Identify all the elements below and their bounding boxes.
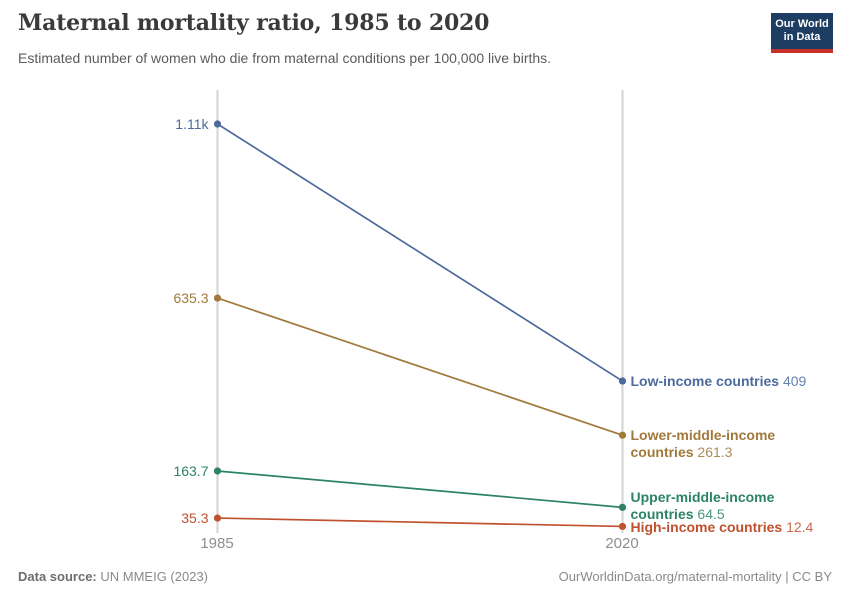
series-dot-end-2 (618, 503, 627, 511)
owid-logo[interactable]: Our World in Data (771, 13, 833, 53)
series-end-label-line: Upper-middle-income (630, 489, 775, 506)
end-value-label-1: 261.3 (693, 443, 733, 460)
start-value-label-3: 35.3 (181, 510, 209, 527)
series-end-label-line: Low-income countries 409 (630, 372, 807, 389)
series-dot-start-3 (213, 514, 222, 522)
series-end-label-line: countries 64.5 (630, 506, 725, 523)
series-end-label-3: High-income countries 12.4 (631, 519, 814, 536)
owid-logo-line1: Our World (775, 18, 829, 30)
end-value-label-3: 12.4 (782, 518, 814, 535)
series-dot-start-2 (213, 467, 222, 475)
series-line-1 (217, 297, 623, 436)
series-end-label-line: Lower-middle-income (630, 426, 776, 443)
start-value-label-0: 1.11k (175, 116, 209, 132)
page-title: Maternal mortality ratio, 1985 to 2020 (18, 10, 490, 36)
series-line-3 (217, 517, 623, 528)
data-source-note: Data source: UN MMEIG (2023) (18, 569, 208, 584)
series-dot-end-1 (618, 431, 627, 439)
series-line-2 (217, 470, 623, 509)
end-value-label-0: 409 (779, 372, 807, 389)
series-end-label-2: Upper-middle-income countries 64.5 (631, 489, 775, 523)
chart-footer: Data source: UN MMEIG (2023) OurWorldinD… (18, 569, 832, 584)
series-dot-end-0 (618, 377, 627, 385)
series-dot-end-3 (618, 522, 627, 531)
data-source-value: UN MMEIG (2023) (100, 569, 209, 584)
x-axis-tick-2020: 2020 (605, 535, 639, 552)
chart-subtitle: Estimated number of women who die from m… (18, 50, 552, 66)
start-value-label-2: 163.7 (173, 462, 209, 479)
series-line-0 (217, 123, 623, 382)
series-dot-start-0 (213, 120, 222, 128)
credit-link[interactable]: OurWorldinData.org/maternal-mortality | … (558, 569, 832, 584)
series-end-label-line: High-income countries 12.4 (630, 518, 814, 535)
owid-logo-line2: in Data (783, 31, 821, 43)
series-dot-start-1 (213, 294, 222, 302)
series-end-label-line: countries 261.3 (630, 443, 733, 460)
end-value-label-2: 64.5 (693, 506, 725, 523)
series-end-label-1: Lower-middle-income countries 261.3 (631, 427, 776, 461)
x-axis-tick-1985: 1985 (200, 535, 234, 552)
series-end-label-0: Low-income countries 409 (631, 373, 807, 390)
data-source-label: Data source: (18, 569, 97, 584)
start-value-label-1: 635.3 (173, 290, 209, 307)
